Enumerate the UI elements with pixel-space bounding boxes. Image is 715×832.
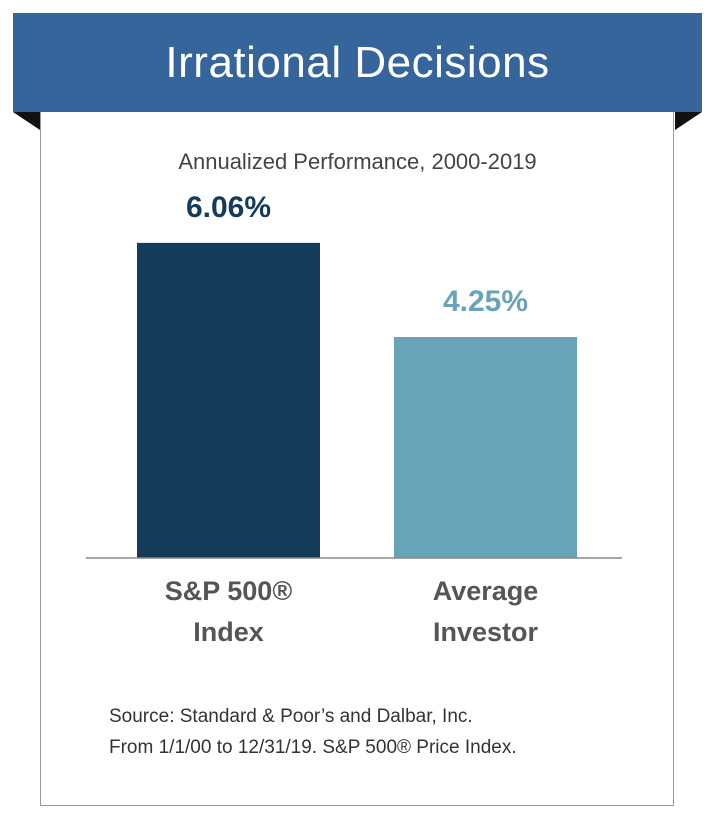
title-banner: Irrational Decisions [13,13,702,112]
chart-title: Irrational Decisions [165,38,550,87]
category-label-2-line-2: Investor [433,617,539,647]
source-line-1: Source: Standard & Poor’s and Dalbar, In… [109,706,473,727]
category-label-1-line-1: S&P 500® [165,576,293,606]
category-label-1-line-2: Index [193,617,264,647]
bar-1 [137,242,320,558]
data-label-1: 6.06% [186,191,271,224]
data-label-2: 4.25% [443,285,528,318]
category-label-2-line-1: Average [433,576,539,606]
chart-subtitle: Annualized Performance, 2000-2019 [178,149,537,174]
banner-fold-left [13,112,40,130]
bar-2 [394,337,577,558]
source-note: Source: Standard & Poor’s and Dalbar, In… [109,701,517,763]
source-line-2: From 1/1/00 to 12/31/19. S&P 500® Price … [109,737,517,758]
banner-fold-right [675,112,702,130]
